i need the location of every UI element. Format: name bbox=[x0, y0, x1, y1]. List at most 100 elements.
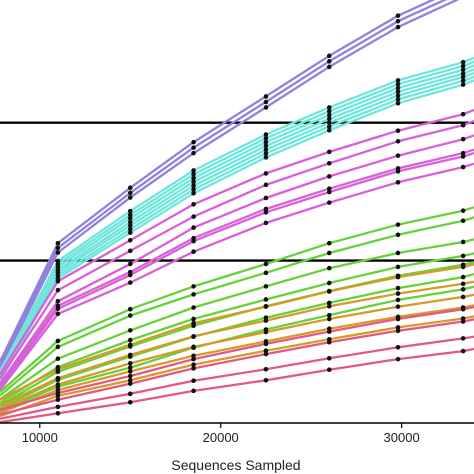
data-point bbox=[127, 219, 133, 225]
data-point bbox=[326, 316, 332, 322]
data-point bbox=[395, 153, 401, 158]
data-point bbox=[395, 250, 401, 256]
data-point bbox=[191, 171, 196, 177]
data-point bbox=[191, 284, 196, 289]
data-point bbox=[191, 305, 196, 310]
data-point bbox=[55, 338, 61, 344]
data-point bbox=[326, 59, 332, 64]
data-point bbox=[460, 164, 466, 170]
data-point bbox=[127, 272, 133, 278]
data-point bbox=[127, 373, 133, 379]
data-point bbox=[191, 344, 196, 350]
data-point bbox=[55, 306, 61, 312]
data-point bbox=[395, 128, 401, 134]
data-point bbox=[395, 100, 401, 106]
data-point bbox=[395, 89, 401, 95]
data-point bbox=[191, 168, 196, 173]
data-point bbox=[191, 356, 196, 362]
data-point bbox=[263, 297, 269, 302]
data-point bbox=[55, 390, 61, 396]
data-point bbox=[326, 300, 332, 306]
data-point bbox=[127, 261, 133, 267]
data-point bbox=[191, 175, 196, 181]
data-point bbox=[395, 344, 401, 350]
data-point bbox=[191, 388, 196, 394]
data-point bbox=[460, 208, 466, 213]
data-point bbox=[55, 382, 61, 387]
data-point bbox=[326, 265, 332, 271]
data-point bbox=[191, 366, 196, 371]
data-point bbox=[395, 356, 401, 362]
data-point bbox=[263, 99, 269, 105]
data-point bbox=[460, 111, 466, 117]
data-point bbox=[263, 270, 269, 276]
data-point bbox=[326, 339, 332, 345]
series-lines bbox=[0, 0, 474, 424]
data-point bbox=[326, 303, 332, 309]
data-point bbox=[55, 366, 61, 372]
data-point bbox=[55, 287, 61, 293]
data-point bbox=[127, 306, 133, 312]
data-point bbox=[55, 356, 61, 362]
data-point bbox=[263, 132, 269, 137]
data-point bbox=[263, 105, 269, 110]
data-point bbox=[326, 120, 332, 125]
data-point bbox=[127, 190, 133, 196]
data-point bbox=[326, 174, 332, 179]
data-point bbox=[460, 294, 466, 300]
x-axis: 10000 20000 30000 bbox=[0, 422, 474, 445]
data-point bbox=[127, 369, 133, 374]
data-point bbox=[191, 292, 196, 297]
data-point bbox=[55, 404, 61, 410]
data-point bbox=[127, 399, 133, 405]
data-point bbox=[263, 151, 269, 156]
data-point bbox=[326, 64, 332, 70]
data-point bbox=[326, 127, 332, 133]
data-point bbox=[263, 147, 269, 153]
data-point bbox=[127, 313, 133, 318]
data-point bbox=[326, 189, 332, 195]
data-point bbox=[263, 329, 269, 335]
x-axis-label: Sequences Sampled bbox=[171, 457, 300, 473]
data-point bbox=[127, 237, 133, 243]
data-point bbox=[460, 218, 466, 224]
data-point bbox=[395, 304, 401, 309]
data-point bbox=[55, 410, 61, 416]
data-point bbox=[395, 285, 401, 291]
data-point bbox=[191, 202, 196, 207]
data-point bbox=[460, 253, 466, 259]
data-point bbox=[127, 342, 133, 348]
data-point bbox=[55, 344, 61, 350]
data-point bbox=[460, 348, 466, 354]
data-point bbox=[326, 200, 332, 205]
data-point bbox=[395, 325, 401, 330]
data-point bbox=[326, 329, 332, 334]
data-point bbox=[395, 180, 401, 185]
data-point bbox=[326, 160, 332, 166]
data-point bbox=[55, 278, 61, 284]
x-tick-label: 20000 bbox=[203, 430, 239, 445]
data-point bbox=[326, 289, 332, 294]
data-point bbox=[127, 328, 133, 333]
data-point bbox=[395, 274, 401, 280]
data-point bbox=[460, 281, 466, 287]
data-point bbox=[460, 287, 466, 292]
data-point bbox=[395, 138, 401, 144]
data-point bbox=[326, 116, 332, 122]
data-point bbox=[55, 311, 61, 317]
data-point bbox=[55, 397, 61, 403]
data-point bbox=[55, 250, 61, 255]
data-point bbox=[191, 249, 196, 254]
data-point bbox=[127, 361, 133, 366]
reference-lines bbox=[0, 121, 474, 262]
data-point bbox=[127, 248, 133, 254]
data-point bbox=[127, 223, 133, 228]
data-point bbox=[326, 312, 332, 318]
data-point bbox=[263, 94, 269, 99]
data-point bbox=[191, 225, 196, 230]
data-point bbox=[395, 97, 401, 102]
data-point bbox=[395, 93, 401, 98]
data-point bbox=[460, 78, 466, 84]
data-point bbox=[263, 348, 269, 353]
data-point bbox=[326, 108, 332, 114]
